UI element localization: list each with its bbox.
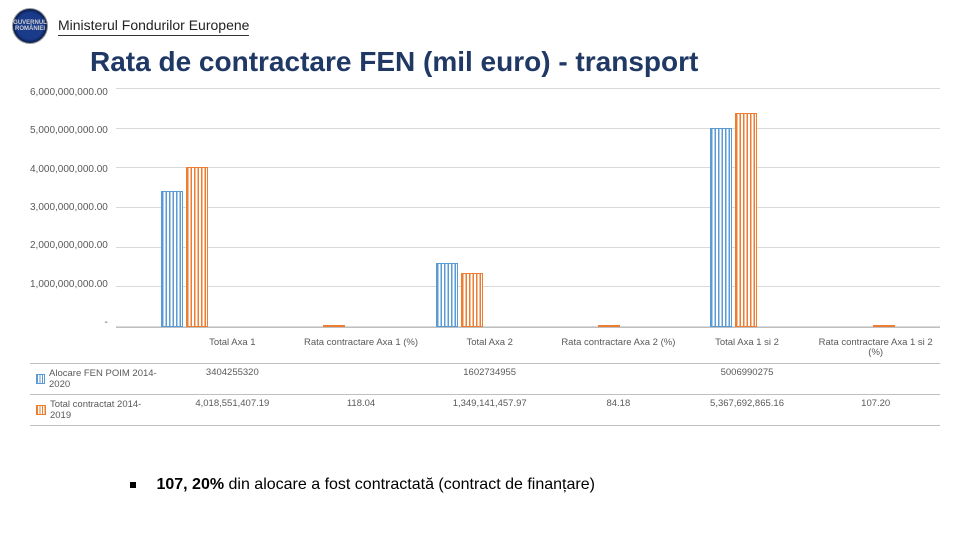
legend-label: Total contractat 2014-2019 [50,399,162,421]
legend-row: Alocare FEN POIM 2014-2020 3404255320 1602… [30,364,940,395]
bar-group [528,88,665,327]
bar-group [665,88,802,327]
y-tick-label: - [105,318,108,328]
data-cell [811,364,940,395]
ministry-name: Ministerul Fondurilor Europene [58,17,249,36]
summary-bullet: 107, 20% din alocare a fost contractată … [130,476,960,494]
x-tick-label: Rata contractare Axa 1 (%) [297,334,426,364]
legend-label: Alocare FEN POIM 2014-2020 [49,368,162,390]
x-tick-label: Total Axa 1 si 2 [683,334,812,364]
y-tick-label: 2,000,000,000.00 [30,241,108,251]
data-cell: 3404255320 [168,364,297,395]
bar-group [803,88,940,327]
x-axis-labels: Total Axa 1Rata contractare Axa 1 (%)Tot… [30,334,940,364]
legend-swatch [36,374,45,384]
y-tick-label: 1,000,000,000.00 [30,280,108,290]
plot-area [116,88,940,328]
legend-swatch [36,405,46,415]
data-cell: 4,018,551,407.19 [168,395,297,426]
data-cell: 1602734955 [425,364,554,395]
bar [323,325,345,327]
bar [735,113,757,327]
data-cell [554,364,683,395]
y-tick-label: 6,000,000,000.00 [30,88,108,98]
bar [598,325,620,327]
gov-logo: GUVERNUL ROMÂNIEI [12,8,48,44]
legend-row: Total contractat 2014-2019 4,018,551,407.… [30,395,940,426]
bar-group [253,88,390,327]
x-tick-label: Total Axa 2 [425,334,554,364]
x-tick-label: Rata contractare Axa 2 (%) [554,334,683,364]
data-cell [297,364,426,395]
x-tick-label: Rata contractare Axa 1 si 2 (%) [811,334,940,364]
y-tick-label: 3,000,000,000.00 [30,203,108,213]
summary-text: din alocare a fost contractată (contract… [224,476,595,493]
bullet-icon [130,482,136,488]
data-cell: 84.18 [554,395,683,426]
data-cell: 5,367,692,865.16 [683,395,812,426]
data-cell: 118.04 [297,395,426,426]
bar [436,263,458,327]
x-tick-label: Total Axa 1 [168,334,297,364]
data-cell: 5006990275 [683,364,812,395]
header: GUVERNUL ROMÂNIEI Ministerul Fondurilor … [0,0,960,44]
bar [161,191,183,327]
y-tick-label: 4,000,000,000.00 [30,165,108,175]
page-title: Rata de contractare FEN (mil euro) - tra… [90,46,960,78]
data-cell: 1,349,141,457.97 [425,395,554,426]
bar [710,128,732,327]
summary-pct: 107, 20% [156,476,224,493]
bar-group [391,88,528,327]
y-axis: 6,000,000,000.00 5,000,000,000.00 4,000,00… [30,88,116,328]
bar [873,325,895,327]
bar [186,167,208,327]
bar-group [116,88,253,327]
chart: 6,000,000,000.00 5,000,000,000.00 4,000,00… [30,88,940,426]
bar [461,273,483,327]
y-tick-label: 5,000,000,000.00 [30,126,108,136]
data-cell: 107.20 [811,395,940,426]
